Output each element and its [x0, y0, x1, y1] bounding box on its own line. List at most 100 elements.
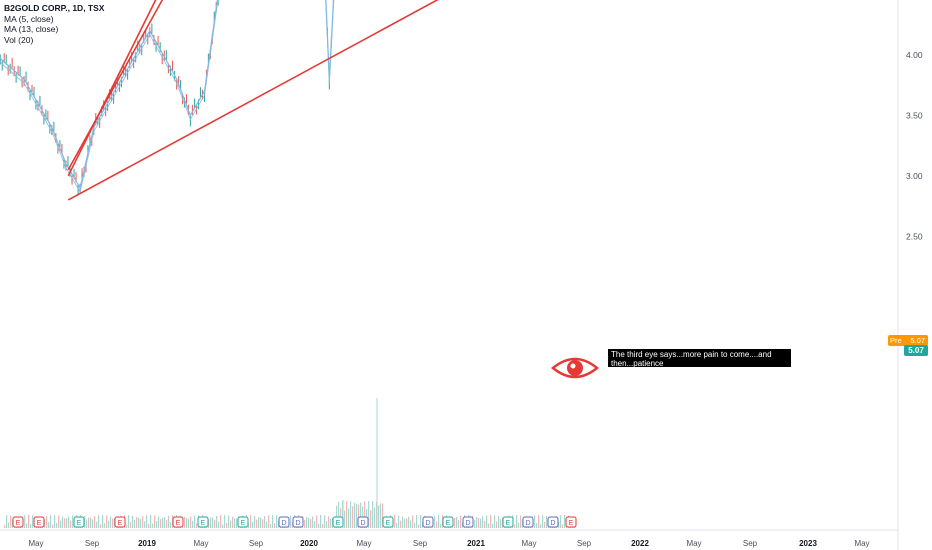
volume-bar [562, 524, 564, 528]
volume-bar [310, 518, 312, 528]
legend-vol[interactable]: Vol (20) [4, 34, 34, 45]
event-marker-label: E [241, 520, 246, 527]
volume-bar [308, 517, 310, 528]
volume-bar [436, 521, 438, 528]
volume-bar [378, 505, 380, 528]
volume-bar [402, 516, 404, 528]
volume-bar [536, 523, 538, 528]
volume-bar [154, 515, 156, 528]
volume-bar [412, 515, 414, 528]
volume-bar [372, 501, 374, 528]
event-marker-label: D [425, 520, 430, 527]
trendline-3 [67, 0, 439, 201]
volume-bar [30, 523, 32, 528]
event-marker [442, 516, 454, 528]
volume-bar [86, 519, 88, 528]
annotation-line-2: then...patience [611, 359, 664, 368]
volume-bar [460, 515, 462, 528]
volume-bar [24, 515, 26, 528]
volume-bar [514, 524, 516, 528]
volume-bar [480, 518, 482, 528]
volume-bar [6, 515, 8, 528]
volume-bar [162, 517, 164, 528]
volume-bar [234, 518, 236, 528]
ma-line [0, 0, 335, 190]
volume-bar [216, 515, 218, 528]
volume-bar [64, 518, 66, 528]
volume-bar [146, 515, 148, 528]
volume-bar [96, 521, 98, 528]
event-marker-label: E [569, 520, 574, 527]
pre-label: Pre [890, 336, 902, 345]
volume-bar [558, 521, 560, 528]
volume-bar [150, 515, 152, 528]
volume-bar [474, 520, 476, 528]
volume-bar [346, 501, 348, 528]
legend-ma13[interactable]: MA (13, close) [4, 24, 59, 34]
volume-bar [520, 515, 522, 528]
volume-bar [322, 523, 324, 528]
x-tick-label: May [193, 539, 208, 548]
trendline-1 [67, 0, 157, 177]
volume-bar [538, 515, 540, 528]
volume-bar [408, 516, 410, 528]
volume-bar [104, 523, 106, 528]
legend-ma5[interactable]: MA (5, close) [4, 13, 54, 24]
event-marker [197, 516, 209, 528]
volume-bar [52, 524, 54, 528]
legend-title[interactable]: B2GOLD CORP., 1D, TSX [4, 3, 105, 13]
event-marker [502, 516, 514, 528]
volume-bar [328, 516, 330, 528]
annotation-note[interactable]: The third eye says...more pain to come..… [608, 349, 791, 368]
event-marker [522, 516, 534, 528]
volume-bar [54, 515, 56, 528]
event-marker [462, 516, 474, 528]
volume-bar [418, 524, 420, 528]
last-price-tag: 5.07 [904, 345, 928, 356]
volume-bar [58, 515, 60, 528]
event-marker [278, 516, 290, 528]
volume-bar [50, 515, 52, 528]
volume-bar [274, 523, 276, 528]
volume-bar [28, 515, 30, 528]
event-marker [12, 516, 24, 528]
x-tick-label: 2019 [138, 539, 156, 548]
volume-bar [498, 516, 500, 528]
volume-bar [68, 516, 70, 528]
x-tick-label: Sep [743, 539, 758, 548]
event-marker [332, 516, 344, 528]
volume-bar [394, 515, 396, 528]
volume-bar [314, 521, 316, 528]
volume-bar [416, 515, 418, 528]
volume-bar [94, 516, 96, 528]
volume-bar [70, 520, 72, 528]
volume-bar [132, 515, 134, 528]
x-tick-label: May [356, 539, 371, 548]
event-marker-label: D [360, 520, 365, 527]
volume-bar [478, 517, 480, 528]
volume-bar [144, 521, 146, 528]
volume-bar [260, 517, 262, 528]
trendline-2 [67, 0, 164, 171]
volume-bar [488, 523, 490, 528]
event-marker-label: D [465, 520, 470, 527]
volume-bar [112, 518, 114, 528]
event-marker [422, 516, 434, 528]
volume-bar [516, 515, 518, 528]
y-tick-label: 3.00 [906, 171, 923, 181]
volume-bar [228, 515, 230, 528]
volume-bar [266, 521, 268, 528]
volume-bar [320, 515, 322, 528]
volume-bar [102, 515, 104, 528]
volume-bar [404, 518, 406, 528]
volume-bar [290, 515, 292, 528]
volume-bar [420, 515, 422, 528]
eye-pupil-icon [567, 360, 583, 376]
volume-bar [324, 515, 326, 528]
volume-bar [410, 520, 412, 528]
volume-bar [168, 515, 170, 528]
volume-bar [490, 515, 492, 528]
volume-bar [546, 516, 548, 528]
volume-bar [128, 515, 130, 528]
